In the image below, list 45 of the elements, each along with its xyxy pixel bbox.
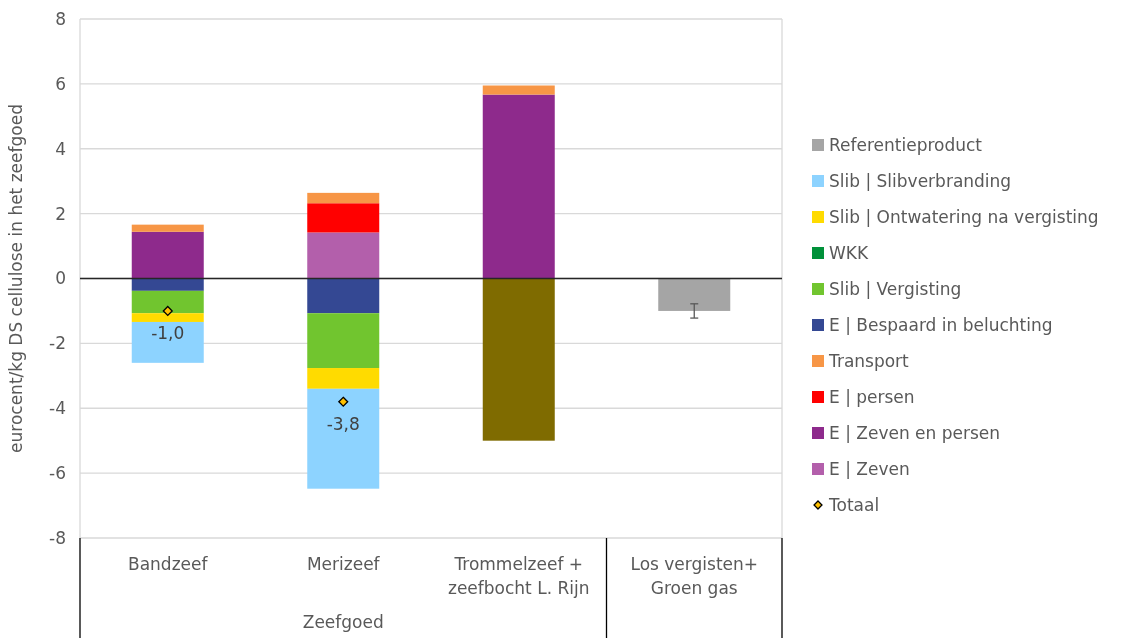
x-tick-label: Bandzeef [128, 554, 209, 574]
legend-label: E | persen [829, 386, 915, 407]
bar [131, 231, 204, 279]
y-tick-label: 8 [55, 8, 66, 29]
x-tick-label: Merizeef [306, 554, 381, 574]
bar [482, 278, 555, 441]
y-tick-label: -4 [49, 398, 66, 419]
bar [307, 232, 380, 279]
legend-label: Slib | Slibverbranding [829, 170, 1012, 191]
y-tick-label: -6 [49, 463, 66, 484]
legend-label: WKK [829, 242, 869, 263]
bar [131, 321, 204, 363]
bar [307, 368, 380, 389]
legend-label: Slib | Vergisting [829, 278, 962, 299]
x-tick-label: Trommelzeef + zeefbocht L. Rijn [447, 554, 590, 598]
y-tick-label: -8 [49, 527, 66, 548]
y-tick-label: 2 [55, 203, 66, 224]
y-tick-label: 6 [55, 73, 66, 94]
legend-label: Slib | Ontwatering na vergisting [829, 206, 1099, 227]
y-tick-label: 0 [55, 268, 66, 289]
legend-label: Transport [828, 350, 910, 371]
x-tick-label: Los vergisten+ Groen gas [630, 554, 759, 598]
bar [482, 85, 555, 95]
y-tick-label: -2 [49, 333, 66, 354]
bar [658, 278, 731, 311]
data-label: -1,0 [151, 322, 185, 343]
bar [307, 203, 380, 233]
legend-label: E | Bespaard in beluchting [829, 314, 1053, 335]
bar [307, 388, 380, 489]
legend-label: E | Zeven [829, 458, 910, 479]
legend-label: Totaal [828, 494, 880, 515]
bar [131, 278, 204, 291]
y-axis-title: eurocent/kg DS cellulose in het zeefgoed [6, 104, 26, 453]
bar [482, 94, 555, 279]
bar [131, 290, 204, 314]
text: Zeefgoed [302, 612, 384, 632]
y-tick-label: 4 [55, 138, 66, 159]
bar [131, 313, 204, 322]
bar [307, 278, 380, 314]
legend-label: E | Zeven en persen [829, 422, 1001, 443]
data-label: -3,8 [326, 413, 360, 434]
legend-label: Referentieproduct [829, 134, 983, 155]
bar [131, 224, 204, 232]
bar [307, 313, 380, 369]
bar [307, 192, 380, 204]
